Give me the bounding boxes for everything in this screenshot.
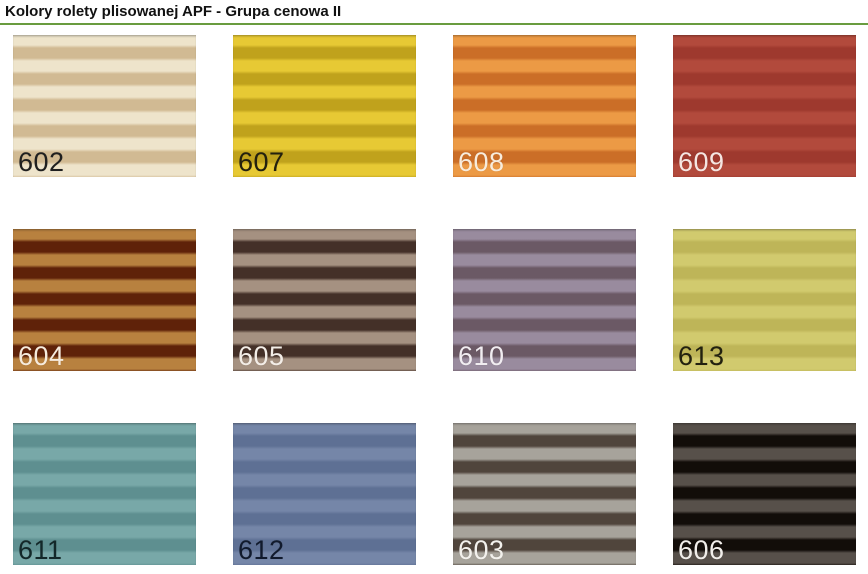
- swatch-code-label: 608: [458, 147, 505, 177]
- swatch-code-label: 609: [678, 147, 725, 177]
- color-swatch-611: 611: [13, 423, 196, 565]
- title-underline-rule: [0, 23, 868, 25]
- color-swatch-608: 608: [453, 35, 636, 177]
- swatch-code-label: 613: [678, 341, 725, 371]
- color-swatch-612: 612: [233, 423, 416, 565]
- page-title: Kolory rolety plisowanej APF - Grupa cen…: [5, 3, 342, 20]
- color-swatch-610: 610: [453, 229, 636, 371]
- color-swatch-603: 603: [453, 423, 636, 565]
- swatch-grid: 602 607 608 609 604 605 610 613 611 612 603 606: [0, 35, 868, 565]
- swatch-code-label: 610: [458, 341, 505, 371]
- color-swatch-606: 606: [673, 423, 856, 565]
- color-swatch-607: 607: [233, 35, 416, 177]
- color-swatch-613: 613: [673, 229, 856, 371]
- swatch-code-label: 606: [678, 535, 725, 565]
- color-swatch-604: 604: [13, 229, 196, 371]
- swatch-code-label: 612: [238, 535, 285, 565]
- color-swatch-605: 605: [233, 229, 416, 371]
- swatch-code-label: 605: [238, 341, 285, 371]
- color-swatch-602: 602: [13, 35, 196, 177]
- swatch-code-label: 602: [18, 147, 65, 177]
- swatch-code-label: 607: [238, 147, 285, 177]
- color-swatch-609: 609: [673, 35, 856, 177]
- swatch-code-label: 603: [458, 535, 505, 565]
- swatch-code-label: 604: [18, 341, 65, 371]
- swatch-code-label: 611: [18, 535, 63, 565]
